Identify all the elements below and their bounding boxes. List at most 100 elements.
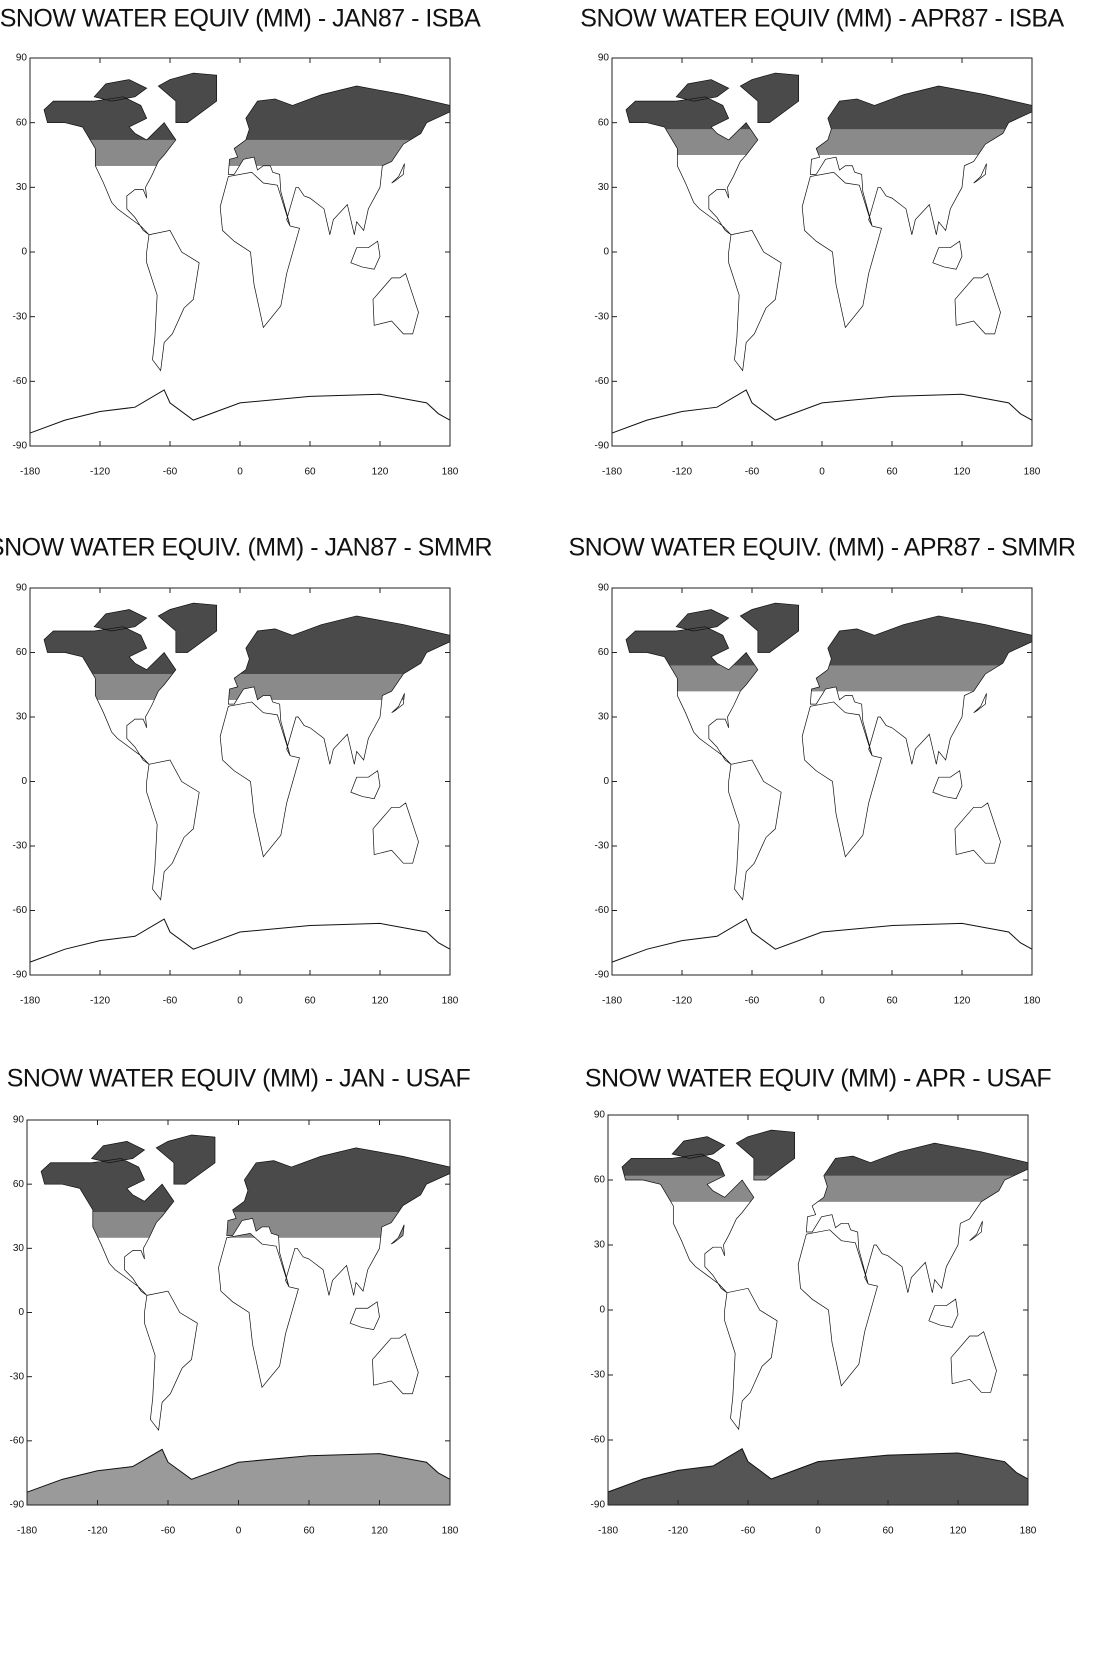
map-panel: SNOW WATER EQUIV (MM) - JAN - USAF -180 -1… <box>7 1065 471 1537</box>
y-tick-label: 90 <box>598 53 610 64</box>
map <box>612 58 1032 433</box>
y-tick-label: -60 <box>595 376 610 387</box>
x-tick-label: 120 <box>372 996 389 1007</box>
y-tick-label: 60 <box>16 647 28 658</box>
y-tick-label: 30 <box>16 712 28 723</box>
x-tick-label: 60 <box>886 996 898 1007</box>
y-tick-label: -30 <box>13 841 28 852</box>
y-tick-label: -30 <box>595 841 610 852</box>
x-tick-label: 180 <box>1024 467 1041 478</box>
x-tick-label: -60 <box>741 1526 756 1537</box>
x-tick-label: 60 <box>304 996 316 1007</box>
y-tick-label: -30 <box>595 311 610 322</box>
x-tick-label: 0 <box>815 1526 821 1537</box>
x-tick-label: 0 <box>236 1526 242 1537</box>
coastline <box>612 919 1032 962</box>
map-panel: SNOW WATER EQUIV (MM) - APR - USAF -180 -1… <box>585 1065 1052 1537</box>
y-tick-label: 0 <box>603 776 609 787</box>
panel-title: SNOW WATER EQUIV (MM) - JAN - USAF <box>7 1065 471 1093</box>
x-tick-label: 120 <box>372 467 389 478</box>
y-tick-label: 30 <box>16 182 28 193</box>
x-tick-label: 60 <box>303 1526 315 1537</box>
coastline <box>612 390 1032 433</box>
x-tick-label: 0 <box>819 467 825 478</box>
y-tick-label: -30 <box>13 311 28 322</box>
y-tick-label: 90 <box>16 53 28 64</box>
x-tick-label: -60 <box>161 1526 176 1537</box>
x-tick-label: -60 <box>163 467 178 478</box>
x-tick-label: 120 <box>954 996 971 1007</box>
x-tick-label: 180 <box>442 1526 459 1537</box>
y-tick-label: -90 <box>13 441 28 452</box>
y-tick-label: 60 <box>598 647 610 658</box>
y-tick-label: 60 <box>598 117 610 128</box>
y-tick-label: 60 <box>13 1179 25 1190</box>
x-tick-label: 120 <box>954 467 971 478</box>
y-tick-label: 30 <box>13 1243 25 1254</box>
x-tick-label: -120 <box>672 996 692 1007</box>
x-tick-label: 180 <box>1024 996 1041 1007</box>
x-tick-label: 60 <box>886 467 898 478</box>
y-tick-label: 0 <box>21 247 27 258</box>
panel-title: SNOW WATER EQUIV. (MM) - JAN87 - SMMR <box>0 534 492 562</box>
map-panel: SNOW WATER EQUIV. (MM) - JAN87 - SMMR -18… <box>0 534 493 1007</box>
x-tick-label: -60 <box>745 996 760 1007</box>
x-tick-label: 180 <box>442 467 459 478</box>
x-tick-label: -180 <box>20 996 40 1007</box>
y-tick-label: -90 <box>595 441 610 452</box>
snow-cover-light <box>43 674 450 700</box>
map <box>30 58 450 433</box>
map <box>612 588 1032 962</box>
snow-cover-light <box>625 665 1032 692</box>
y-tick-label: 90 <box>598 583 610 594</box>
y-tick-label: 0 <box>21 776 27 787</box>
y-tick-label: 30 <box>598 712 610 723</box>
map-panel: SNOW WATER EQUIV (MM) - APR87 - ISBA -180… <box>580 5 1065 478</box>
x-tick-label: 0 <box>819 996 825 1007</box>
y-tick-label: 30 <box>598 182 610 193</box>
x-tick-label: 0 <box>237 467 243 478</box>
y-tick-label: 60 <box>594 1175 606 1186</box>
y-tick-label: -60 <box>13 905 28 916</box>
y-tick-label: 90 <box>16 583 28 594</box>
map-panel: SNOW WATER EQUIV. (MM) - APR87 - SMMR -18… <box>569 534 1077 1007</box>
panel-title: SNOW WATER EQUIV (MM) - APR - USAF <box>585 1065 1052 1093</box>
y-tick-label: -30 <box>591 1370 606 1381</box>
y-tick-label: 0 <box>18 1307 24 1318</box>
x-tick-label: -180 <box>602 467 622 478</box>
y-tick-label: -60 <box>10 1435 25 1446</box>
y-tick-label: -90 <box>13 970 28 981</box>
panel-title: SNOW WATER EQUIV (MM) - APR87 - ISBA <box>580 5 1064 33</box>
y-tick-label: -60 <box>591 1435 606 1446</box>
y-tick-label: -60 <box>13 376 28 387</box>
coastline <box>44 73 450 370</box>
y-tick-label: -90 <box>10 1500 25 1511</box>
coastline <box>626 73 1032 370</box>
y-tick-label: -90 <box>591 1500 606 1511</box>
y-tick-label: 30 <box>594 1240 606 1251</box>
x-tick-label: 120 <box>950 1526 967 1537</box>
x-tick-label: 180 <box>1020 1526 1037 1537</box>
x-tick-label: 120 <box>371 1526 388 1537</box>
map <box>30 588 450 962</box>
y-tick-label: 90 <box>13 1115 25 1126</box>
coastline <box>44 603 450 900</box>
x-tick-label: -120 <box>87 1526 107 1537</box>
coastline <box>30 919 450 962</box>
map-panel: SNOW WATER EQUIV (MM) - JAN87 - ISBA -180… <box>0 5 482 478</box>
antarctic-snow <box>27 1449 450 1505</box>
coastline <box>27 1449 450 1492</box>
y-tick-label: -60 <box>595 905 610 916</box>
coastline <box>30 390 450 433</box>
coastline <box>626 603 1032 900</box>
x-tick-label: -180 <box>602 996 622 1007</box>
coastline <box>622 1130 1028 1429</box>
snow-cover-light <box>625 129 1032 155</box>
y-tick-label: -90 <box>595 970 610 981</box>
panel-title: SNOW WATER EQUIV (MM) - JAN87 - ISBA <box>0 5 481 33</box>
x-tick-label: -180 <box>17 1526 37 1537</box>
x-tick-label: -60 <box>163 996 178 1007</box>
x-tick-label: 0 <box>237 996 243 1007</box>
y-tick-label: -30 <box>10 1371 25 1382</box>
